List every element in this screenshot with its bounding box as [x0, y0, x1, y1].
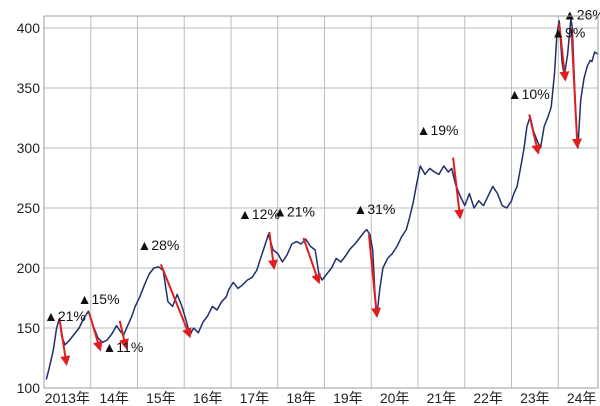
x-tick-label: 19年	[333, 390, 363, 406]
drawdown-arrow	[268, 231, 278, 270]
drawdown-label: ▲21%	[44, 308, 86, 324]
drawdown-label: ▲15%	[78, 291, 120, 307]
y-tick-label: 250	[17, 200, 41, 216]
drawdown-arrow	[302, 237, 321, 285]
drawdown-arrows	[58, 23, 583, 366]
x-tick-label: 21年	[427, 390, 457, 406]
y-tick-label: 200	[17, 260, 41, 276]
y-tick-label: 100	[17, 380, 41, 396]
y-tick-label: 150	[17, 320, 41, 336]
y-tick-label: 350	[17, 80, 41, 96]
x-tick-label: 23年	[520, 390, 550, 406]
drawdown-arrow	[118, 320, 129, 350]
drawdown-annotations: ▲21%▲15%▲11%▲28%▲12%▲21% ▲31%▲19%▲10%▲9%▲…	[44, 7, 600, 355]
x-tick-label: 14年	[99, 390, 129, 406]
x-tick-label: 15年	[146, 390, 176, 406]
drawdown-arrow	[558, 23, 570, 82]
drawdown-arrow	[159, 264, 192, 339]
x-tick-label: 17年	[240, 390, 270, 406]
x-tick-label: 2013年	[45, 390, 90, 406]
x-tick-label: 16年	[193, 390, 223, 406]
drawdown-arrow	[528, 114, 542, 155]
drawdown-label: ▲21%	[273, 203, 315, 219]
drawdown-arrow	[88, 313, 103, 352]
plot-frame	[43, 15, 599, 389]
drawdown-label: ▲28%	[138, 237, 180, 253]
y-tick-label: 300	[17, 140, 41, 156]
grid-lines	[44, 16, 598, 388]
drawdown-label: ▲19%	[417, 122, 459, 138]
price-series	[45, 17, 599, 380]
drawdown-label: ▲10%	[508, 86, 550, 102]
drawdown-arrow	[570, 27, 583, 149]
drawdown-label: ▲31%	[353, 201, 395, 217]
x-tick-label: 22年	[473, 390, 503, 406]
drawdown-arrow	[452, 157, 465, 220]
x-tick-label: 18年	[286, 390, 316, 406]
drawdown-label: ▲11%	[102, 339, 143, 355]
series-line	[45, 17, 599, 380]
drawdown-label: ▲9%	[551, 25, 585, 41]
axis-tick-labels: 100 150 200 250 300 350 400 2013年 14年 15年 16年 17年 18…	[17, 20, 597, 406]
x-tick-label: 20年	[380, 390, 410, 406]
drawdown-arrow	[58, 318, 71, 366]
drawdown-arrow	[367, 234, 382, 318]
drawdown-label: ▲26%	[563, 7, 600, 23]
y-tick-label: 400	[17, 20, 41, 36]
drawdown-label: ▲12%	[238, 206, 280, 222]
x-tick-label: 24年	[567, 390, 597, 406]
